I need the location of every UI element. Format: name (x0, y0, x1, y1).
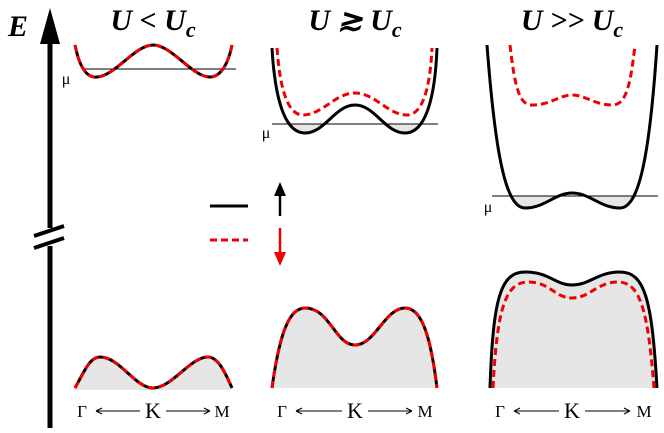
k-label: K (564, 398, 580, 423)
panel-2-bands (270, 47, 439, 389)
gamma-label: Γ (495, 402, 505, 421)
m-label: M (214, 402, 229, 421)
axis-label: E (7, 10, 28, 43)
m-label: M (417, 402, 432, 421)
energy-axis (33, 8, 65, 428)
k-label: K (145, 398, 161, 423)
mu-label: μ (484, 199, 493, 216)
mu-label: μ (62, 71, 71, 88)
m-label: M (636, 402, 651, 421)
panel-3-bands (485, 44, 659, 389)
gamma-label: Γ (277, 402, 287, 421)
k-path-labels: Γ K M Γ K M Γ K M (77, 398, 651, 423)
panel-title: U >> Uc (521, 4, 624, 42)
spin-legend (210, 182, 286, 266)
k-label: K (347, 398, 363, 423)
mu-label: μ (262, 125, 271, 142)
panel-1-bands (73, 43, 236, 390)
gamma-label: Γ (77, 402, 87, 421)
panel-title: U ≳ Uc (308, 4, 401, 42)
panel-title: U < Uc (110, 4, 195, 42)
